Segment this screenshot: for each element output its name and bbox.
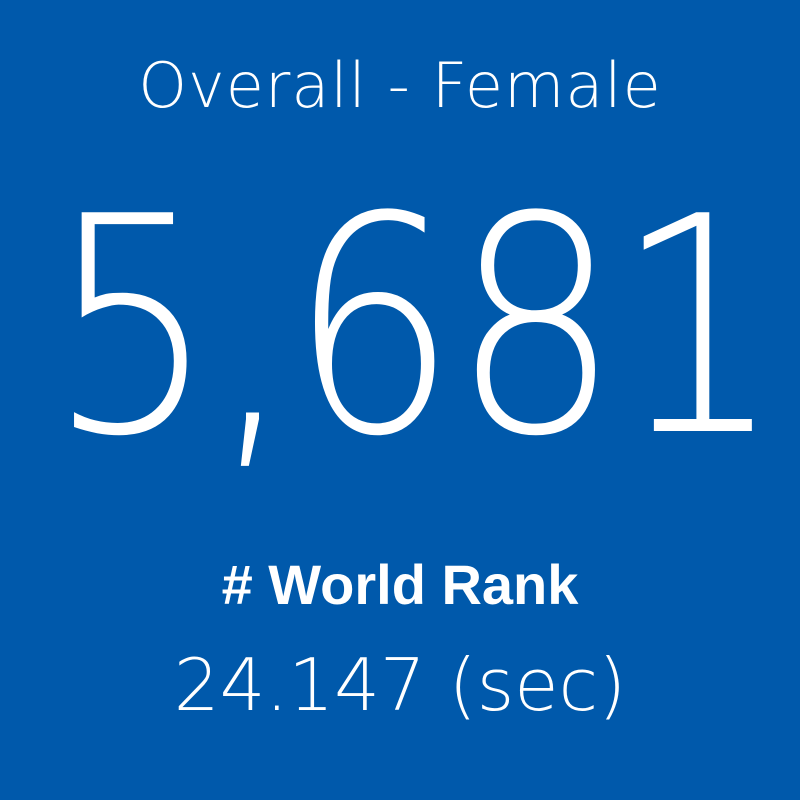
tile-label: # World Rank	[221, 553, 579, 616]
tile-time: 24.147 (sec)	[173, 643, 627, 727]
tile-value: 5,681	[48, 153, 783, 502]
tile-title: Overall - Female	[138, 49, 662, 122]
